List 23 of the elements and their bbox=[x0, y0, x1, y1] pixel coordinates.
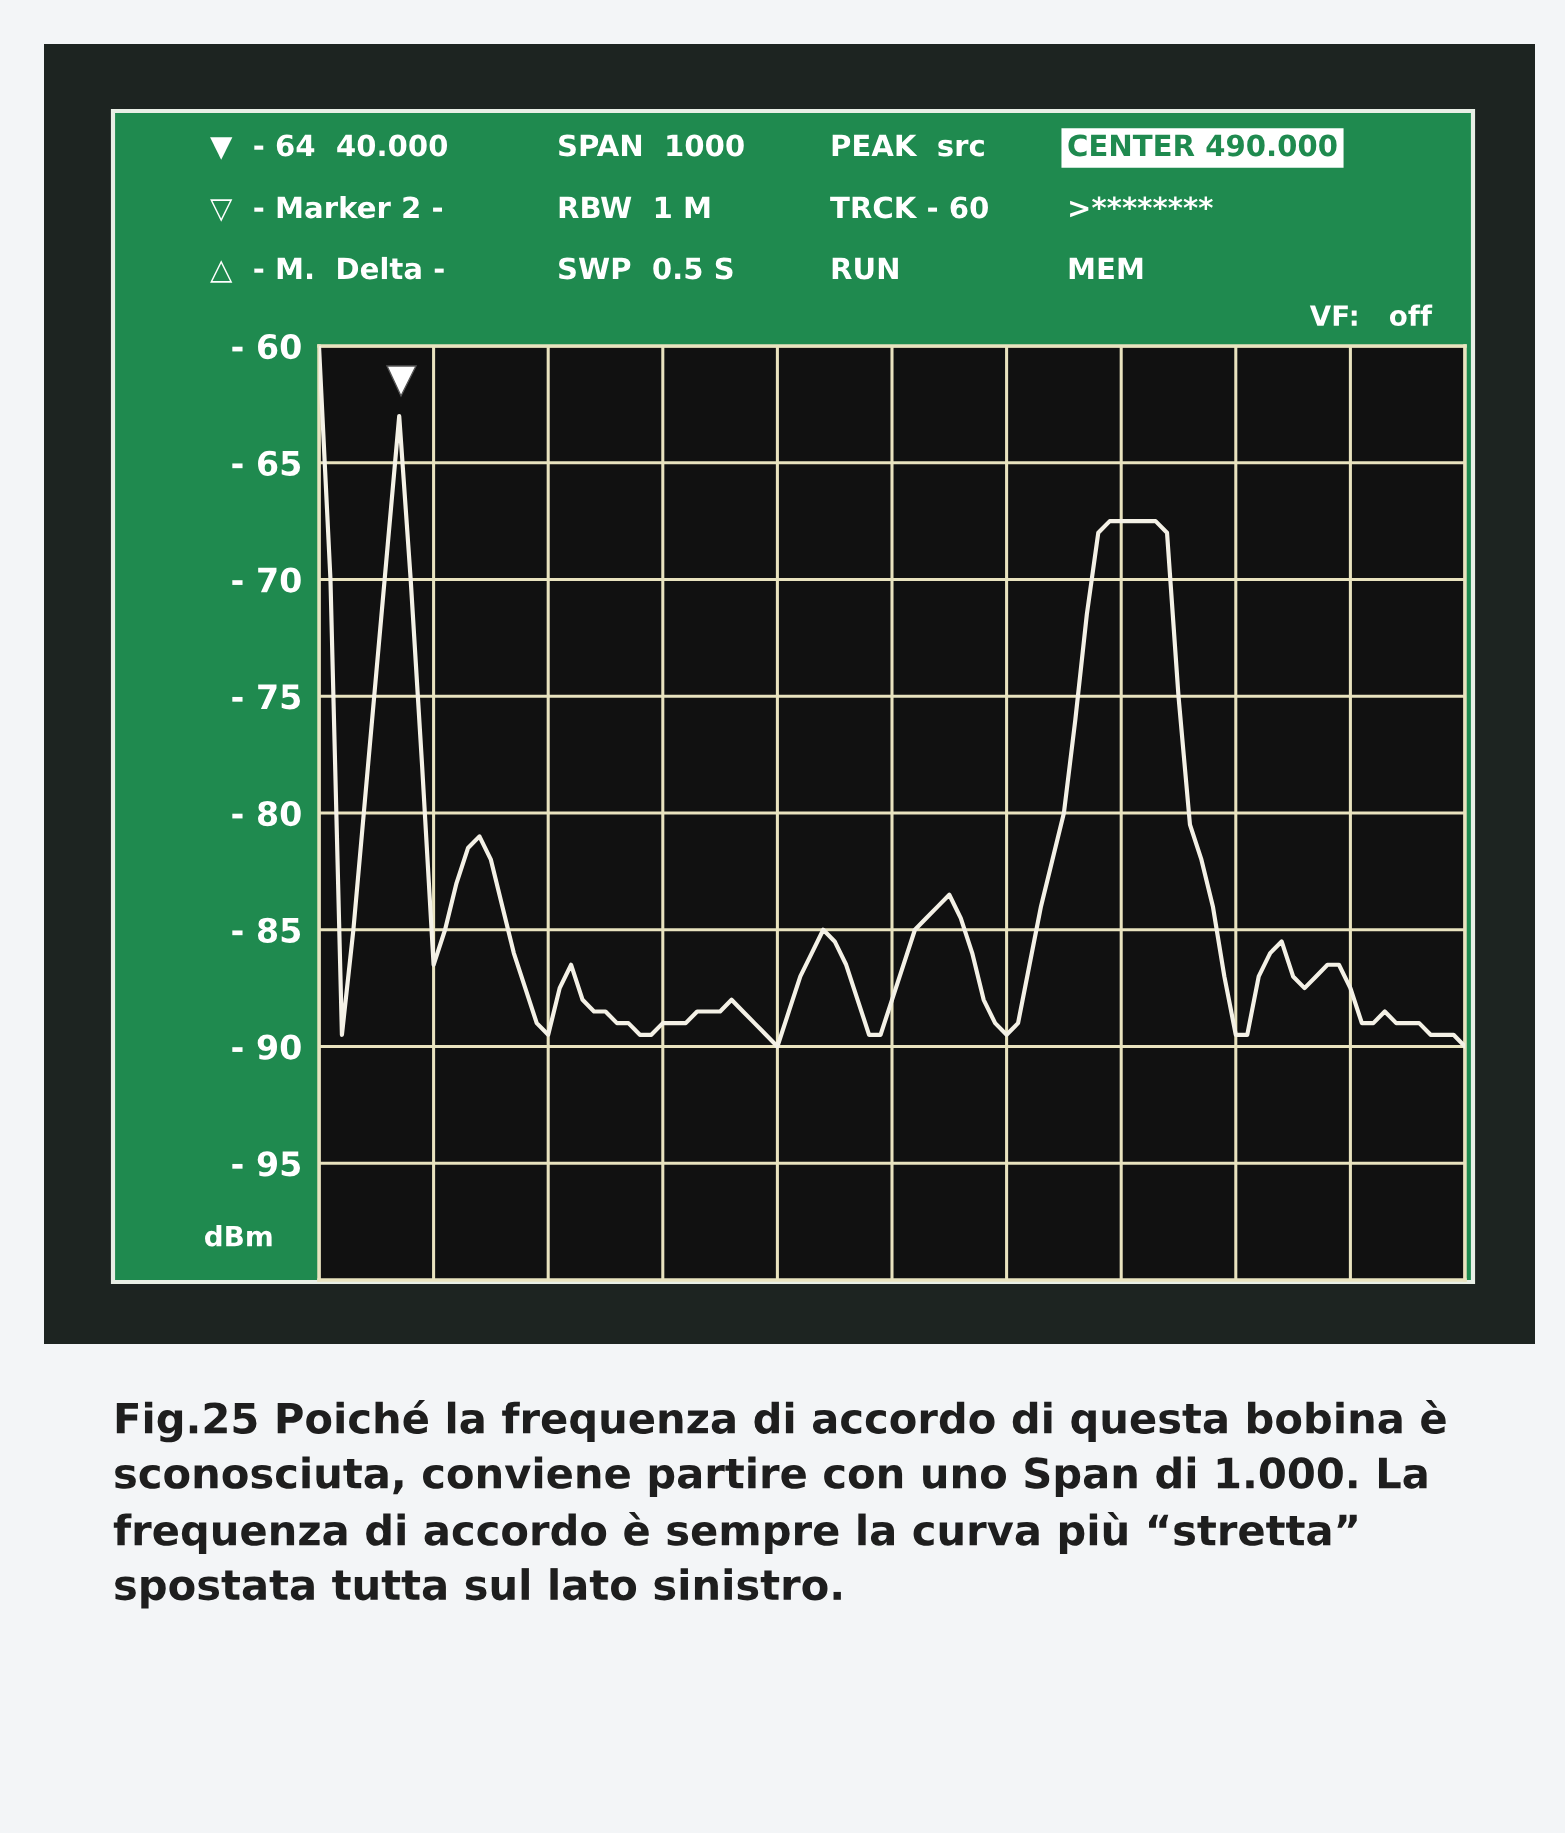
text: SPAN 1000 bbox=[559, 134, 744, 157]
y-tick-label: - 80 bbox=[232, 800, 301, 827]
y-tick-label: - 90 bbox=[232, 1034, 301, 1060]
text: SWP 0.5 S bbox=[559, 257, 733, 280]
text: RUN bbox=[832, 257, 898, 280]
y-axis-title: dBm bbox=[205, 1225, 272, 1247]
text: RBW 1 M bbox=[559, 196, 710, 219]
caption: Fig.25 Poiché la frequenza di accordo di questa bobina è sconosciuta, conviene partire con uno Span di 1.000. La frequenza di accordo è sempre la curva più “stretta” spostata tutta sul lato sinistro. bbox=[113, 1400, 1446, 1609]
y-tick-label: - 70 bbox=[232, 567, 301, 593]
text: ▽ - Marker 2 - bbox=[210, 195, 443, 222]
text: MEM bbox=[1069, 257, 1143, 280]
text: >******** bbox=[1070, 196, 1213, 218]
text: ▼ - 64 40.000 bbox=[210, 134, 448, 160]
y-tick-label: - 75 bbox=[232, 684, 301, 710]
y-tick-label: - 65 bbox=[232, 450, 301, 476]
y-tick-label: - 85 bbox=[232, 917, 301, 943]
text: VF: off bbox=[1309, 304, 1433, 327]
text: △ - M. Delta - bbox=[210, 256, 444, 283]
y-tick-label: - 95 bbox=[232, 1151, 301, 1177]
text: TRCK - 60 bbox=[830, 196, 988, 219]
y-tick-label: - 60 bbox=[232, 333, 301, 360]
text: CENTER 490.000 bbox=[1068, 134, 1337, 157]
text: PEAK src bbox=[832, 134, 984, 157]
